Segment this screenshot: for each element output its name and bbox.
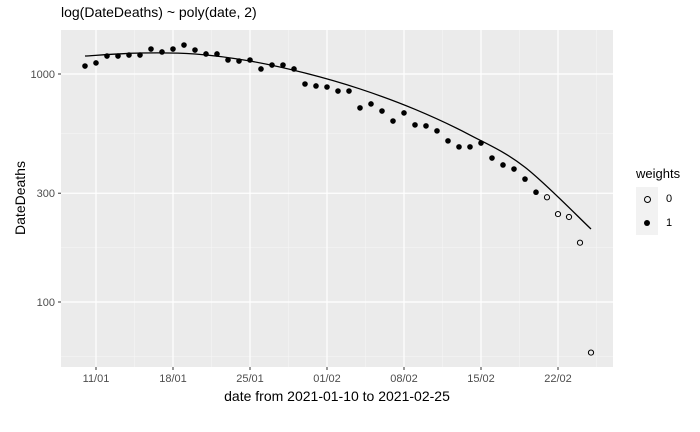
data-point	[93, 60, 99, 66]
legend-entry-1: 1	[636, 211, 680, 235]
y-tick-label: 300	[37, 188, 55, 200]
y-tick-label: 1000	[31, 69, 55, 81]
data-point	[335, 88, 341, 94]
data-point	[313, 83, 319, 89]
data-point	[478, 140, 484, 146]
data-point	[269, 62, 275, 68]
legend-entry-0: 0	[636, 187, 680, 211]
data-point	[346, 88, 352, 94]
data-point	[302, 81, 308, 87]
data-point	[170, 46, 176, 52]
data-point	[159, 49, 165, 55]
data-point-unweighted	[543, 194, 551, 201]
data-point	[137, 52, 143, 58]
x-axis-label: date from 2021-01-10 to 2021-02-25	[224, 388, 450, 404]
open-circle-icon	[643, 195, 651, 203]
chart-title: log(DateDeaths) ~ poly(date, 2)	[61, 4, 257, 20]
data-point	[412, 122, 418, 128]
x-tick-label: 08/02	[390, 373, 418, 385]
data-point-unweighted	[554, 210, 562, 218]
panel-background	[61, 30, 613, 367]
data-point	[511, 166, 517, 172]
data-point	[357, 105, 363, 111]
legend: weights 0 1	[636, 166, 680, 235]
data-point	[247, 57, 253, 63]
data-point	[192, 47, 198, 53]
data-point	[489, 155, 495, 161]
data-point	[379, 108, 385, 114]
data-point	[401, 110, 407, 116]
fit-line	[84, 52, 592, 230]
data-point	[126, 52, 132, 58]
data-point-unweighted	[576, 239, 584, 246]
data-point	[236, 58, 242, 64]
data-point	[225, 57, 231, 63]
x-tick-label: 22/02	[544, 373, 572, 385]
data-point	[214, 51, 220, 57]
data-point	[324, 84, 330, 90]
data-point	[148, 46, 154, 52]
data-point	[104, 53, 110, 59]
data-point	[533, 189, 539, 196]
data-point	[291, 66, 297, 72]
x-tick-label: 18/01	[159, 373, 187, 385]
data-point	[280, 62, 286, 68]
data-point	[456, 144, 462, 150]
data-point	[82, 63, 88, 69]
filled-circle-icon	[644, 220, 650, 226]
data-point	[368, 101, 374, 107]
data-point	[203, 51, 209, 57]
y-axis-label: DateDeaths	[11, 161, 28, 235]
data-point	[423, 123, 429, 129]
data-point	[445, 138, 451, 144]
data-point	[390, 118, 396, 124]
data-point	[181, 42, 187, 48]
x-tick-label: 01/02	[313, 373, 341, 385]
data-point	[115, 53, 121, 59]
x-tick-label: 25/01	[236, 373, 264, 385]
legend-title: weights	[636, 166, 681, 181]
data-point	[258, 66, 264, 72]
data-point-unweighted	[587, 349, 595, 356]
legend-label: 0	[666, 193, 673, 205]
legend-label: 1	[666, 217, 673, 229]
x-tick-label: 15/02	[467, 373, 495, 385]
data-point-unweighted	[565, 213, 573, 221]
data-point	[500, 162, 506, 168]
data-point	[467, 144, 473, 150]
data-point	[522, 176, 528, 182]
x-tick-label: 11/01	[83, 373, 110, 385]
y-tick-label: 100	[37, 297, 55, 309]
data-point	[434, 128, 440, 134]
